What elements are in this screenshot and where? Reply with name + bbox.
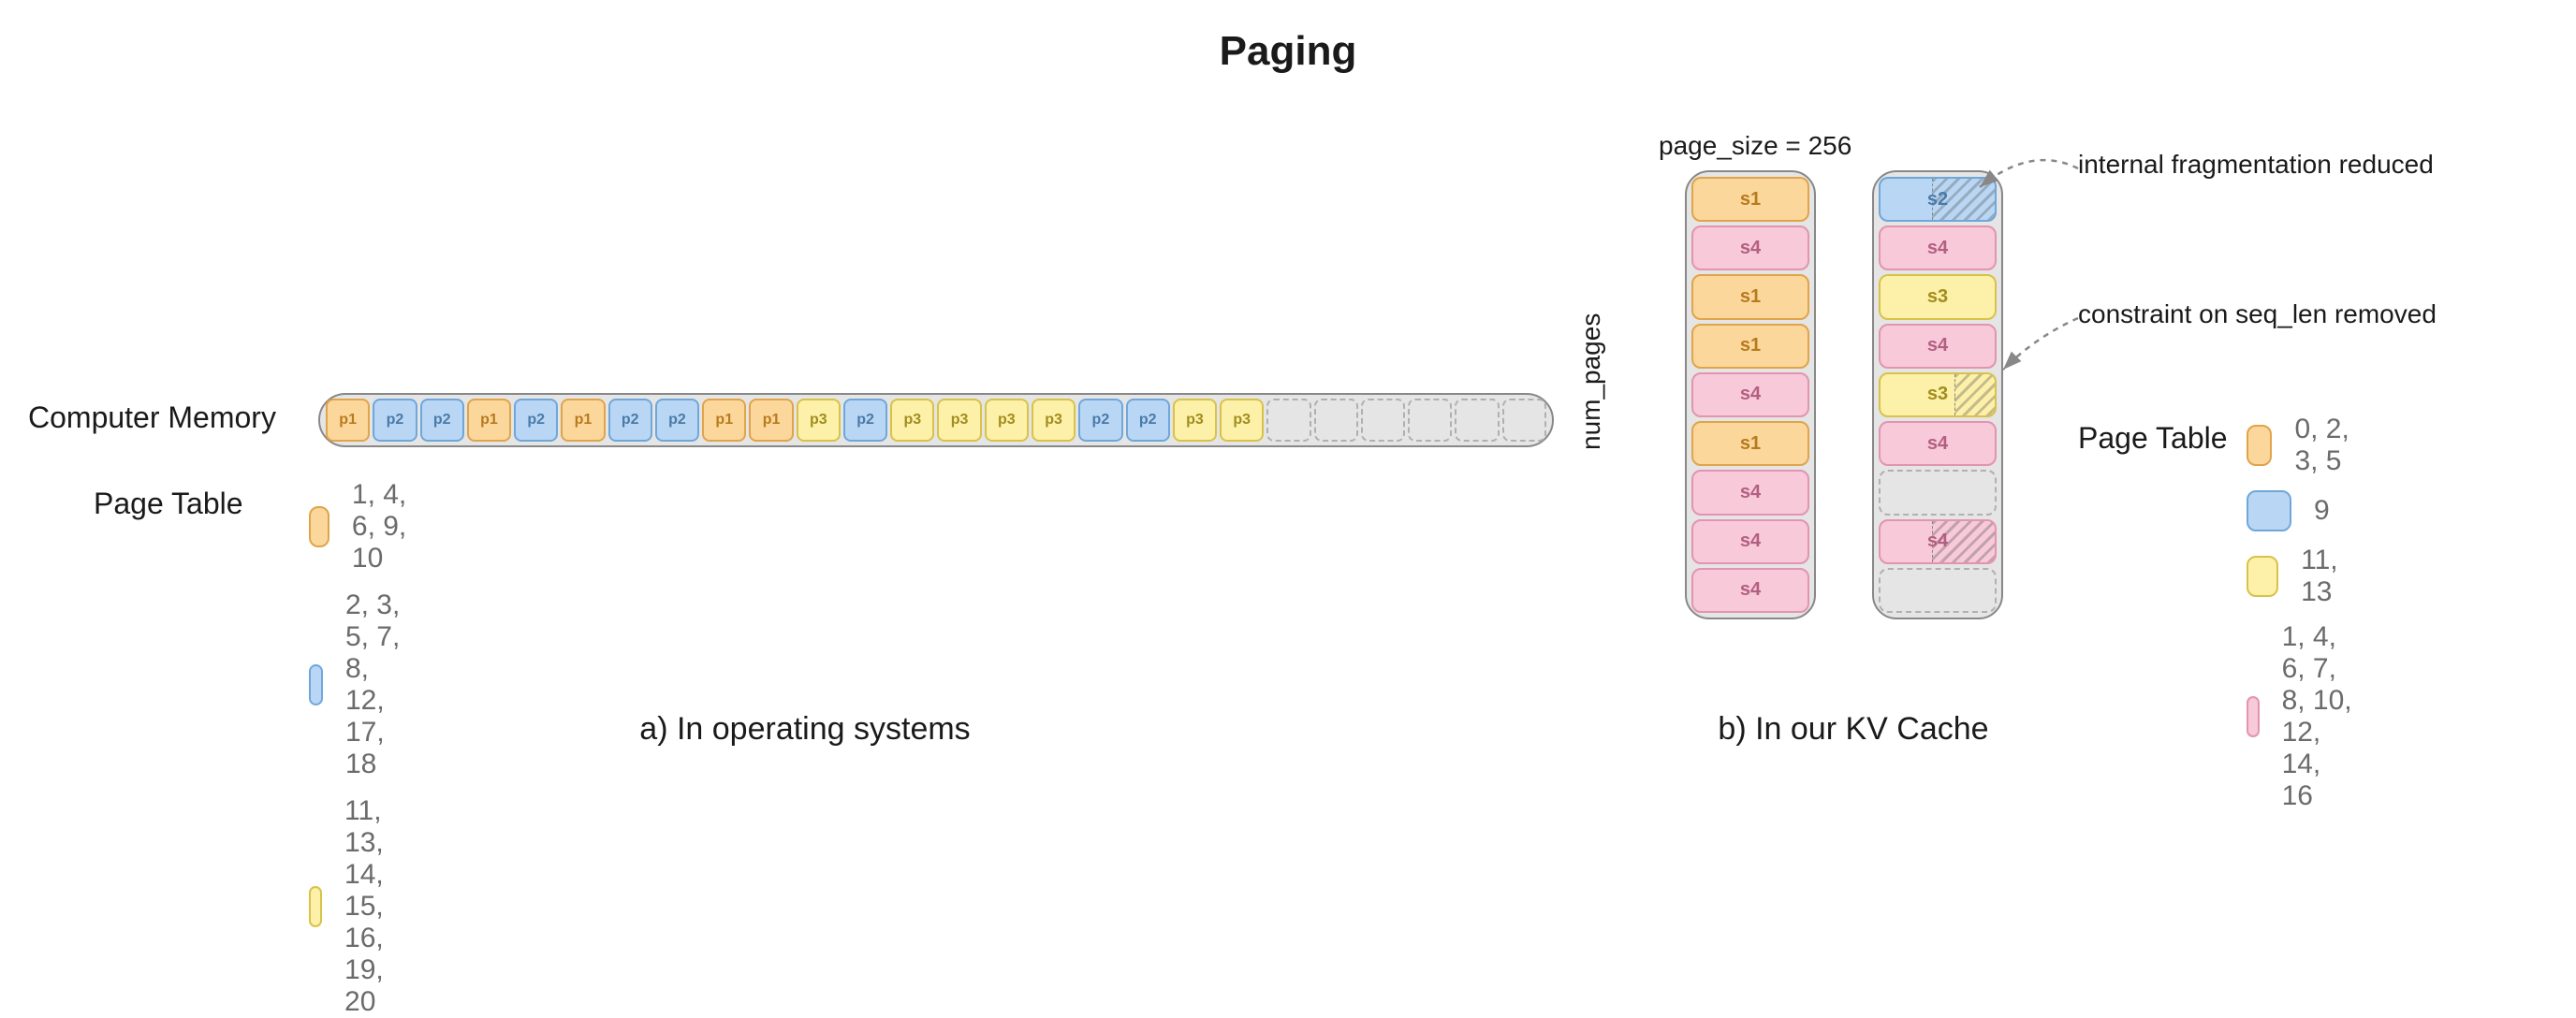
kv-page-cell: s4 xyxy=(1879,324,1997,369)
memory-cell: p2 xyxy=(1078,399,1122,442)
memory-cell xyxy=(1361,399,1405,442)
memory-cell: p1 xyxy=(561,399,605,442)
page-table-row: 9 xyxy=(2247,490,2353,531)
panel-b: page_size = 256 num_pages s1s4s1s1s4s1s4… xyxy=(1610,131,2565,786)
kv-tower-left: s1s4s1s1s4s1s4s4s4 xyxy=(1685,170,1816,619)
memory-cell xyxy=(1314,399,1358,442)
page-indices: 11, 13, 14, 15, 16, 19, 20 xyxy=(344,795,416,1018)
kv-page-cell: s1 xyxy=(1691,177,1809,222)
kv-page-cell: s4 xyxy=(1879,225,1997,270)
kv-page-cell xyxy=(1879,470,1997,515)
kv-page-cell: s2 xyxy=(1879,177,1997,222)
memory-strip: p1p2p2p1p2p1p2p2p1p1p3p2p3p3p3p3p2p2p3p3 xyxy=(318,393,1554,447)
page-table-row: 1, 4, 6, 7, 8, 10, 12, 14, 16 xyxy=(2247,621,2353,812)
kv-page-cell: s4 xyxy=(1691,470,1809,515)
caption-b: b) In our KV Cache xyxy=(1610,711,2097,748)
page-size-label: page_size = 256 xyxy=(1659,131,1852,161)
kv-page-cell: s4 xyxy=(1691,568,1809,613)
memory-cell xyxy=(1502,399,1546,442)
kv-page-cell: s4 xyxy=(1691,225,1809,270)
memory-cell: p3 xyxy=(890,399,934,442)
page-table-row: 11, 13 xyxy=(2247,545,2353,608)
page-indices: 2, 3, 5, 7, 8, 12, 17, 18 xyxy=(345,589,416,780)
memory-label: Computer Memory xyxy=(28,400,276,435)
page-table-row: 2, 3, 5, 7, 8, 12, 17, 18 xyxy=(309,589,416,780)
memory-cell: p3 xyxy=(937,399,981,442)
memory-cell: p3 xyxy=(1032,399,1076,442)
num-pages-label: num_pages xyxy=(1576,313,1606,450)
page-table-label-a: Page Table xyxy=(94,487,243,521)
memory-cell: p1 xyxy=(702,399,746,442)
kv-page-cell: s1 xyxy=(1691,274,1809,319)
kv-page-cell: s3 xyxy=(1879,274,1997,319)
kv-tower-right: s2s4s3s4s3s4s4 xyxy=(1872,170,2003,619)
page-table-label-b: Page Table xyxy=(2078,421,2228,456)
page-indices: 1, 4, 6, 7, 8, 10, 12, 14, 16 xyxy=(2282,621,2353,812)
memory-cell: p1 xyxy=(326,399,370,442)
page-indices: 9 xyxy=(2314,495,2330,527)
annotation-fragmentation: internal fragmentation reduced xyxy=(2078,150,2434,180)
color-swatch xyxy=(2247,556,2278,597)
page-table-row: 1, 4, 6, 9, 10 xyxy=(309,479,416,574)
memory-cell: p2 xyxy=(514,399,558,442)
page-table-row: 0, 2, 3, 5 xyxy=(2247,414,2353,477)
memory-cell: p2 xyxy=(608,399,652,442)
page-indices: 11, 13 xyxy=(2301,545,2353,608)
kv-page-cell: s4 xyxy=(1879,421,1997,466)
page-table-a: Page Table 1, 4, 6, 9, 102, 3, 5, 7, 8, … xyxy=(94,487,243,521)
color-swatch xyxy=(2247,696,2260,737)
memory-cell: p3 xyxy=(1173,399,1217,442)
page-table-row: 11, 13, 14, 15, 16, 19, 20 xyxy=(309,795,416,1018)
kv-page-cell: s3 xyxy=(1879,372,1997,417)
kv-page-cell xyxy=(1879,568,1997,613)
color-swatch xyxy=(309,506,329,547)
color-swatch xyxy=(2247,490,2291,531)
memory-cell: p2 xyxy=(420,399,464,442)
memory-cell: p3 xyxy=(985,399,1029,442)
memory-cell: p2 xyxy=(373,399,417,442)
kv-page-cell: s4 xyxy=(1691,372,1809,417)
annotation-seqlen: constraint on seq_len removed xyxy=(2078,299,2437,329)
memory-cell: p3 xyxy=(1220,399,1264,442)
memory-cell: p3 xyxy=(797,399,841,442)
color-swatch xyxy=(309,664,323,705)
page-table-b: Page Table 0, 2, 3, 5911, 131, 4, 6, 7, … xyxy=(2078,421,2228,456)
kv-page-cell: s1 xyxy=(1691,421,1809,466)
diagram-title: Paging xyxy=(0,28,2576,75)
caption-a: a) In operating systems xyxy=(28,711,1582,748)
color-swatch xyxy=(309,886,322,927)
kv-page-cell: s1 xyxy=(1691,324,1809,369)
memory-cell: p2 xyxy=(843,399,887,442)
memory-cell xyxy=(1266,399,1310,442)
page-indices: 1, 4, 6, 9, 10 xyxy=(352,479,416,574)
kv-page-cell: s4 xyxy=(1879,519,1997,564)
color-swatch xyxy=(2247,425,2272,466)
memory-cell: p2 xyxy=(655,399,699,442)
kv-page-cell: s4 xyxy=(1691,519,1809,564)
memory-cell: p2 xyxy=(1126,399,1170,442)
page-indices: 0, 2, 3, 5 xyxy=(2294,414,2352,477)
memory-cell: p1 xyxy=(467,399,511,442)
memory-cell xyxy=(1455,399,1499,442)
memory-cell xyxy=(1408,399,1452,442)
memory-cell: p1 xyxy=(749,399,793,442)
